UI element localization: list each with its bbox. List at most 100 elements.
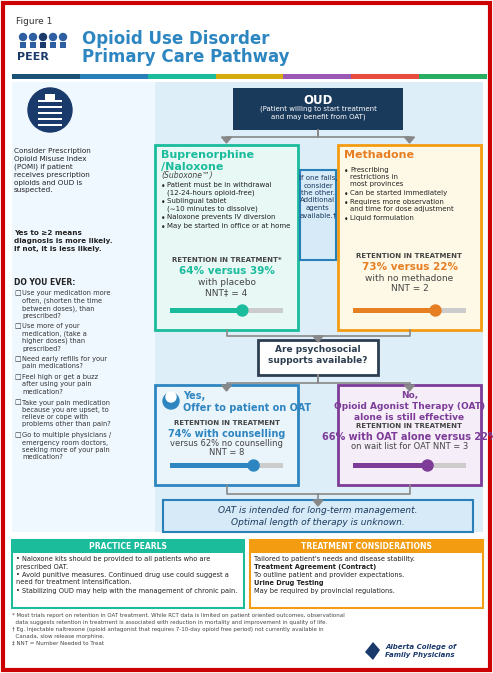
- Bar: [38, 100, 62, 102]
- Text: Methadone: Methadone: [344, 150, 414, 160]
- Text: 66% with OAT alone versus 22%: 66% with OAT alone versus 22%: [322, 432, 493, 442]
- Text: Treatment Agreement (Contract): Treatment Agreement (Contract): [254, 564, 376, 570]
- Text: versus 62% no counselling: versus 62% no counselling: [170, 439, 283, 448]
- Text: •: •: [344, 190, 349, 199]
- Text: with no methadone: with no methadone: [365, 274, 454, 283]
- Polygon shape: [313, 336, 323, 342]
- Bar: [40, 42, 46, 48]
- Text: No,
Opioid Agonist Therapy (OAT)
alone is still effective: No, Opioid Agonist Therapy (OAT) alone i…: [334, 391, 485, 422]
- Text: Naloxone prevents IV diversion: Naloxone prevents IV diversion: [167, 214, 276, 220]
- Bar: [353, 308, 466, 313]
- Text: 74% with counselling: 74% with counselling: [168, 429, 285, 439]
- Text: •: •: [161, 198, 166, 207]
- Text: Urine Drug Testing: Urine Drug Testing: [254, 580, 323, 586]
- Circle shape: [60, 34, 67, 40]
- Bar: [170, 308, 243, 313]
- Circle shape: [248, 460, 259, 471]
- Text: NNT = 8: NNT = 8: [209, 448, 244, 457]
- Text: □: □: [14, 356, 21, 362]
- Circle shape: [163, 393, 179, 409]
- Text: Yes to ≥2 means
diagnosis is more likely.
If not, it is less likely.: Yes to ≥2 means diagnosis is more likely…: [14, 230, 112, 252]
- Bar: [155, 385, 298, 485]
- Polygon shape: [404, 137, 415, 143]
- Bar: [20, 42, 26, 48]
- Text: Opioid Use Disorder: Opioid Use Disorder: [82, 30, 270, 48]
- Text: Prescribing
restrictions in
most provinces: Prescribing restrictions in most provinc…: [350, 167, 403, 187]
- Text: • Stabilizing OUD may help with the management of chronic pain.: • Stabilizing OUD may help with the mana…: [16, 588, 237, 594]
- Polygon shape: [221, 385, 232, 391]
- Text: Take your pain medication
because you are upset, to
relieve or cope with
problem: Take your pain medication because you ar…: [22, 400, 111, 427]
- Bar: [38, 112, 62, 114]
- Bar: [163, 500, 473, 532]
- Text: RETENTION IN TREATMENT*: RETENTION IN TREATMENT*: [172, 257, 282, 263]
- Text: RETENTION IN TREATMENT: RETENTION IN TREATMENT: [174, 420, 280, 426]
- Text: Go to multiple physicians /
emergency room doctors,
seeking more of your pain
me: Go to multiple physicians / emergency ro…: [22, 433, 111, 460]
- Polygon shape: [404, 385, 415, 391]
- Polygon shape: [313, 500, 323, 506]
- Text: Patient must be in withdrawal
(12-24-hours opioid-free): Patient must be in withdrawal (12-24-hou…: [167, 182, 272, 195]
- Text: Consider Prescription
Opioid Misuse Index
(POMI) if patient
receives prescriptio: Consider Prescription Opioid Misuse Inde…: [14, 148, 91, 193]
- Bar: [215, 74, 283, 79]
- Circle shape: [39, 34, 46, 40]
- Text: * Most trials report on retention in OAT treatment. While RCT data is limited on: * Most trials report on retention in OAT…: [12, 613, 345, 618]
- Text: 64% versus 39%: 64% versus 39%: [178, 266, 275, 276]
- Text: • Avoid punitive measures. Continued drug use could suggest a
need for treatment: • Avoid punitive measures. Continued dru…: [16, 572, 229, 586]
- Text: RETENTION IN TREATMENT: RETENTION IN TREATMENT: [356, 423, 462, 429]
- Circle shape: [30, 34, 36, 40]
- Text: Sublingual tablet
(∼10 minutes to dissolve): Sublingual tablet (∼10 minutes to dissol…: [167, 198, 258, 211]
- Bar: [12, 540, 244, 608]
- Text: □: □: [14, 400, 21, 406]
- Text: NNT‡ = 4: NNT‡ = 4: [206, 288, 247, 297]
- Text: Figure 1: Figure 1: [16, 17, 52, 26]
- Bar: [283, 74, 352, 79]
- Text: † Eg. Injectable naltrexone (opioid antagonist that requires 7-10-day opioid fre: † Eg. Injectable naltrexone (opioid anta…: [12, 627, 323, 632]
- Text: •: •: [161, 182, 166, 191]
- Circle shape: [422, 460, 433, 471]
- Circle shape: [430, 305, 441, 316]
- Text: • Naloxone kits should be provided to all patients who are
prescribed OAT.: • Naloxone kits should be provided to al…: [16, 556, 211, 569]
- Text: Need early refills for your
pain medications?: Need early refills for your pain medicat…: [22, 356, 107, 369]
- Text: with placebo: with placebo: [198, 278, 255, 287]
- Text: (Patient willing to start treatment
and may benefit from OAT): (Patient willing to start treatment and …: [259, 106, 377, 120]
- Bar: [419, 74, 487, 79]
- Bar: [353, 463, 466, 468]
- Text: •: •: [344, 199, 349, 208]
- Bar: [80, 74, 148, 79]
- Bar: [38, 106, 62, 108]
- Bar: [148, 74, 215, 79]
- Text: Alberta College of
Family Physicians: Alberta College of Family Physicians: [385, 644, 456, 658]
- Text: 73% versus 22%: 73% versus 22%: [361, 262, 458, 272]
- Text: May be required by provincial regulations.: May be required by provincial regulation…: [254, 588, 395, 594]
- Text: Optimal length of therapy is unknown.: Optimal length of therapy is unknown.: [231, 518, 405, 527]
- Circle shape: [28, 88, 72, 132]
- Text: ‡ NNT = Number Needed to Treat: ‡ NNT = Number Needed to Treat: [12, 641, 104, 646]
- Text: □: □: [14, 374, 21, 380]
- Text: data suggests retention in treatment is associated with reduction in mortality a: data suggests retention in treatment is …: [12, 620, 327, 625]
- Text: □: □: [14, 290, 21, 296]
- Text: •: •: [344, 215, 349, 224]
- Bar: [12, 82, 155, 532]
- Bar: [338, 145, 481, 330]
- Bar: [12, 74, 80, 79]
- Text: NNT = 2: NNT = 2: [390, 284, 428, 293]
- Bar: [30, 42, 36, 48]
- Text: •: •: [161, 214, 166, 223]
- Text: Liquid formulation: Liquid formulation: [350, 215, 414, 221]
- Bar: [233, 88, 403, 130]
- Text: May be started in office or at home: May be started in office or at home: [167, 223, 290, 229]
- Circle shape: [166, 392, 176, 402]
- Text: Requires more observation
and time for dose adjustment: Requires more observation and time for d…: [350, 199, 454, 212]
- Bar: [38, 118, 62, 120]
- Bar: [353, 308, 435, 313]
- Bar: [250, 540, 483, 608]
- Text: PRACTICE PEARLS: PRACTICE PEARLS: [89, 542, 167, 551]
- Text: Feel high or get a buzz
after using your pain
medication?: Feel high or get a buzz after using your…: [22, 374, 98, 394]
- Bar: [60, 42, 66, 48]
- Bar: [353, 463, 427, 468]
- Text: Use more of your
medication, (take a
higher doses) than
prescribed?: Use more of your medication, (take a hig…: [22, 323, 87, 352]
- Text: Tailored to patient's needs and disease stability.: Tailored to patient's needs and disease …: [254, 556, 415, 562]
- Bar: [38, 124, 62, 126]
- Bar: [153, 82, 483, 532]
- Circle shape: [20, 34, 27, 40]
- Text: If one fails,
consider
the other.
Additional
agents
available.†: If one fails, consider the other. Additi…: [299, 175, 337, 219]
